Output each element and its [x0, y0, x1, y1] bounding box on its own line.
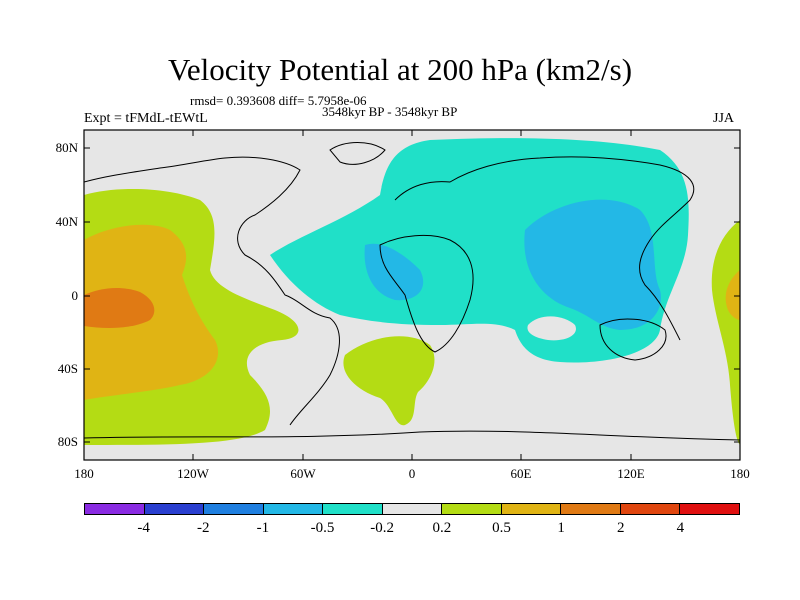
eurasia-coastline — [394, 156, 695, 341]
dateline-moderate-region — [725, 270, 740, 320]
lat-tick-40s: 40S — [57, 361, 78, 376]
season-label: JJA — [713, 111, 735, 126]
lon-tick-0: 0 — [408, 466, 416, 481]
colorbar-label: -2 — [197, 520, 210, 536]
stats-label: rmsd= 0.393608 diff= 5.7958e-06 — [190, 93, 367, 108]
lat-tick-0: 0 — [71, 288, 79, 303]
colorbar-label: 0.2 — [432, 520, 452, 536]
australia-coastline — [599, 318, 667, 361]
africa-stronger-negative-region — [364, 243, 424, 301]
colorbar-swatch — [680, 504, 740, 514]
asia-stronger-negative-region — [524, 199, 661, 330]
contour-fill — [84, 138, 740, 445]
americas-coastline — [84, 156, 340, 426]
colorbar-label: -1 — [256, 520, 270, 536]
colorbar-swatch — [204, 504, 264, 514]
lon-tick-180w: 180 — [74, 466, 94, 481]
africa-coastline — [379, 235, 474, 353]
lat-tick-40n: 40N — [55, 214, 78, 229]
indian-ocean-neutral-region — [527, 316, 576, 341]
south-atlantic-positive-region — [343, 336, 435, 426]
lat-tick-80n: 80N — [55, 140, 78, 155]
lon-tick-120w: 120W — [177, 466, 209, 481]
colorbar-swatch — [382, 504, 443, 514]
colorbar-label: -4 — [137, 520, 150, 536]
colorbar — [84, 503, 740, 515]
colorbar-swatch — [561, 504, 621, 514]
pacific-strong-region — [84, 288, 155, 328]
lon-tick-120e: 120E — [617, 466, 645, 481]
colorbar-swatch — [323, 504, 383, 514]
colorbar-label: -0.2 — [370, 520, 395, 536]
map-title: Velocity Potential at 200 hPa (km2/s) — [167, 52, 633, 87]
lon-tick-60w: 60W — [290, 466, 316, 481]
colorbar-label: 2 — [616, 520, 625, 536]
dateline-positive-region — [711, 220, 740, 445]
lon-tick-180e: 180 — [730, 466, 750, 481]
colorbar-swatch — [85, 504, 145, 514]
axis-ticks — [84, 130, 740, 460]
experiment-label: Expt = tFMdL-tEWtL — [84, 111, 208, 126]
colorbar-swatch — [144, 504, 205, 514]
colorbar-label: 1 — [557, 520, 565, 536]
lon-tick-60e: 60E — [510, 466, 532, 481]
period-label: 3548kyr BP - 3548kyr BP — [322, 104, 458, 119]
coastlines — [84, 142, 740, 441]
colorbar-swatch — [442, 504, 502, 514]
greenland-coastline — [329, 142, 386, 165]
colorbar-swatch — [501, 504, 562, 514]
colorbar-label: 4 — [676, 520, 685, 536]
lat-tick-80s: 80S — [57, 434, 78, 449]
colorbar-label: -0.5 — [310, 520, 335, 536]
colorbar-swatch — [263, 504, 324, 514]
colorbar-swatch — [620, 504, 681, 514]
colorbar-label: 0.5 — [492, 520, 511, 536]
antarctica-coastline — [84, 430, 740, 441]
